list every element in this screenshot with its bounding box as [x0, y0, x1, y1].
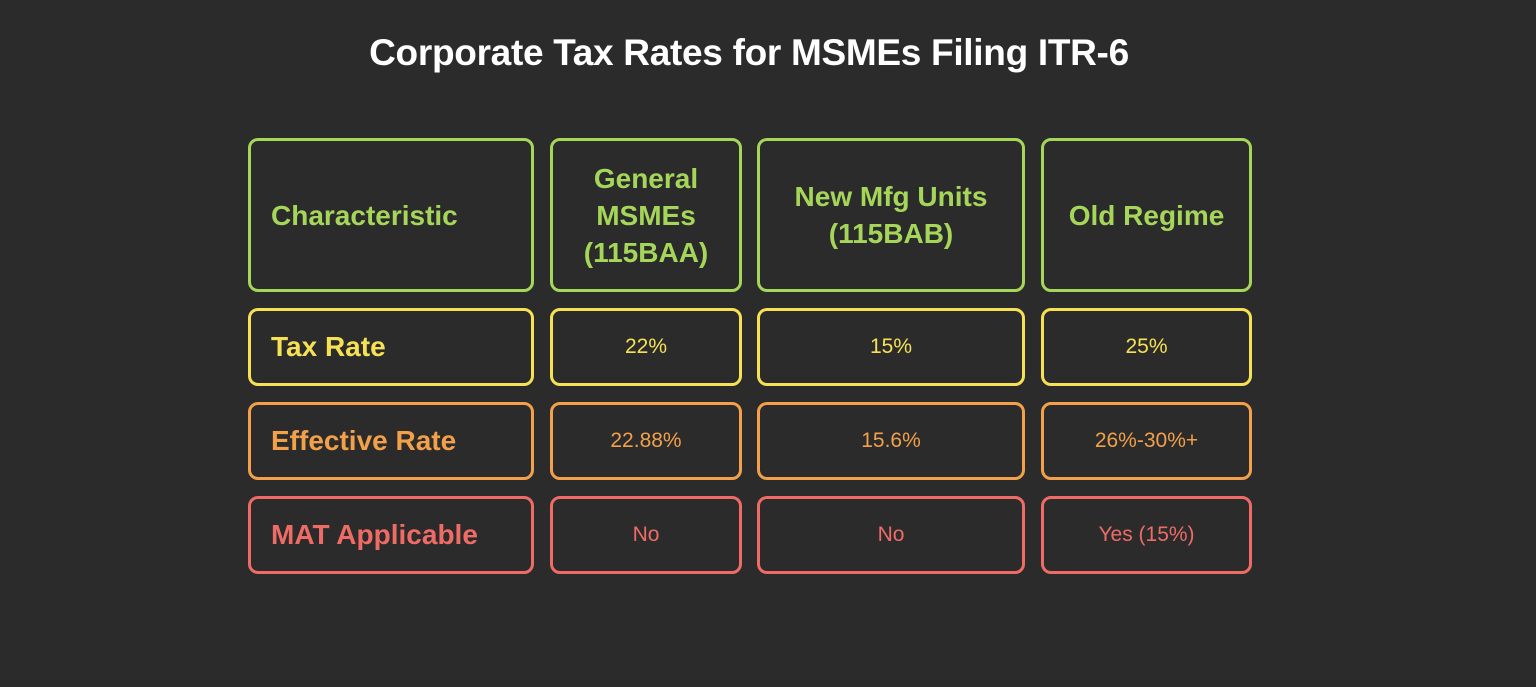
- header-label: General MSMEs (115BAA): [583, 162, 709, 268]
- row-label-tax-rate: Tax Rate: [248, 308, 534, 386]
- cell-value: 22.88%: [610, 429, 682, 452]
- header-cell-general-msmes: General MSMEs (115BAA): [550, 138, 742, 292]
- row-label: Tax Rate: [271, 331, 386, 362]
- cell-value: 15%: [869, 335, 913, 358]
- header-label: New Mfg Units (115BAB): [794, 181, 988, 249]
- cell-effective-rate-old-regime: 26%-30%+: [1041, 402, 1252, 480]
- cell-tax-rate-new-mfg: 15%: [757, 308, 1025, 386]
- cell-value: 26%-30%+: [1094, 429, 1199, 452]
- cell-value: 25%: [1125, 335, 1168, 358]
- row-label-mat-applicable: MAT Applicable: [248, 496, 534, 574]
- cell-value: No: [632, 523, 660, 546]
- header-cell-new-mfg-units: New Mfg Units (115BAB): [757, 138, 1025, 292]
- row-label: Effective Rate: [271, 425, 457, 456]
- header-cell-old-regime: Old Regime: [1041, 138, 1252, 292]
- header-label: Old Regime: [1068, 199, 1225, 231]
- page-title: Corporate Tax Rates for MSMEs Filing ITR…: [369, 32, 1129, 73]
- cell-value: 22%: [624, 335, 668, 358]
- cell-value: 15.6%: [861, 429, 921, 452]
- cell-effective-rate-new-mfg: 15.6%: [757, 402, 1025, 480]
- row-label-effective-rate: Effective Rate: [248, 402, 534, 480]
- cell-value: No: [877, 523, 905, 546]
- header-cell-characteristic: Characteristic: [248, 138, 534, 292]
- row-label: MAT Applicable: [271, 519, 478, 550]
- cell-value: Yes (15%): [1098, 523, 1195, 546]
- cell-mat-old-regime: Yes (15%): [1041, 496, 1252, 574]
- cell-effective-rate-general: 22.88%: [550, 402, 742, 480]
- header-label: Characteristic: [271, 199, 458, 231]
- cell-mat-general: No: [550, 496, 742, 574]
- cell-mat-new-mfg: No: [757, 496, 1025, 574]
- cell-tax-rate-old-regime: 25%: [1041, 308, 1252, 386]
- cell-tax-rate-general: 22%: [550, 308, 742, 386]
